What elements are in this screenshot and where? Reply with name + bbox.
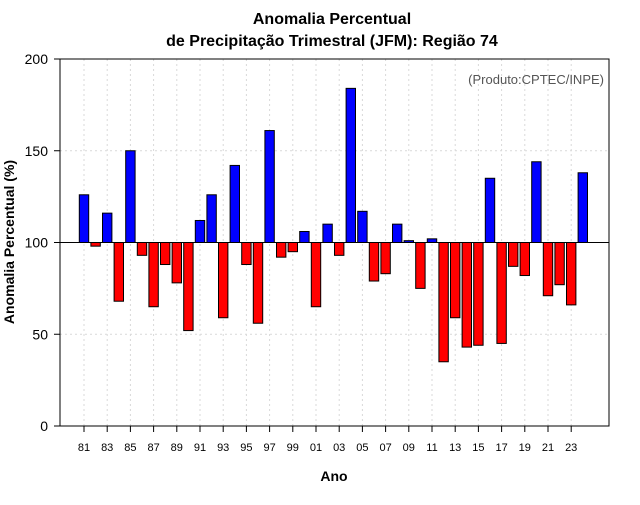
bar-06: [368, 242, 380, 282]
bar-00: [299, 230, 310, 244]
x-tick-label: 05: [356, 442, 368, 454]
x-axis: 81 83 85 87 89 91 93 95 97 99 01 03 05 07 09 11 13 15 17 19…: [78, 426, 577, 454]
bar-17: [496, 242, 507, 344]
bar-93: [218, 242, 229, 319]
bar-88: [160, 242, 171, 266]
bar-05: [357, 210, 368, 243]
bar-95: [241, 242, 252, 266]
bar-12: [438, 242, 449, 363]
x-tick-label: 95: [240, 442, 252, 454]
x-tick-label: 81: [78, 442, 90, 454]
bar-90: [183, 242, 194, 332]
bar-96: [252, 242, 264, 324]
bar-14: [461, 242, 473, 348]
bar-87: [148, 242, 159, 308]
bar-22: [554, 242, 565, 286]
y-axis: 0 50 100 150 200: [25, 51, 60, 434]
x-tick-label: 03: [333, 442, 345, 454]
bar-04: [345, 87, 357, 243]
bar-21: [542, 242, 554, 297]
chart-title-line1: Anomalia Percentual: [253, 11, 411, 28]
bar-94: [229, 164, 241, 243]
bar-86: [136, 242, 148, 256]
bar-03: [334, 242, 345, 256]
x-tick-label: 11: [426, 442, 437, 454]
bar-11: [426, 238, 438, 244]
y-tick-label: 50: [32, 326, 48, 342]
x-tick-label: 01: [310, 442, 322, 454]
x-tick-label: 23: [565, 442, 577, 454]
bar-83: [102, 212, 113, 243]
x-tick-label: 85: [124, 442, 136, 454]
bar-85: [125, 150, 136, 243]
bar-16: [484, 177, 496, 244]
x-tick-label: 21: [542, 442, 554, 454]
y-axis-label: Anomalia Percentual (%): [1, 160, 17, 324]
bar-13: [450, 242, 461, 319]
x-tick-label: 15: [472, 442, 484, 454]
bar-20: [531, 161, 542, 243]
bar-82: [90, 242, 101, 247]
bar-98: [276, 242, 287, 258]
bar-84: [113, 242, 124, 302]
x-tick-label: 99: [287, 442, 299, 454]
bar-23: [566, 242, 577, 306]
x-tick-label: 09: [403, 442, 415, 454]
bar-91: [194, 219, 206, 243]
x-tick-label: 93: [217, 442, 229, 454]
x-tick-label: 87: [147, 442, 159, 454]
x-tick-label: 83: [101, 442, 113, 454]
bar-24: [577, 172, 588, 244]
bar-99: [287, 242, 299, 253]
x-tick-label: 17: [495, 442, 507, 454]
x-tick-label: 97: [263, 442, 275, 454]
bar-81: [78, 194, 90, 243]
chart-title-line2: de Precipitação Trimestral (JFM): Região…: [166, 33, 498, 50]
bar-92: [206, 194, 217, 243]
bar-19: [519, 242, 530, 277]
bar-01: [310, 242, 322, 308]
x-tick-label: 19: [519, 442, 531, 454]
y-tick-label: 200: [25, 51, 49, 67]
y-tick-label: 0: [40, 418, 48, 434]
x-tick-label: 91: [194, 442, 206, 454]
bar-07: [380, 242, 391, 275]
bar-10: [415, 242, 426, 289]
bar-18: [508, 242, 519, 267]
bar-02: [322, 223, 333, 243]
bar-08: [392, 223, 403, 243]
bar-97: [264, 130, 275, 243]
bar-15: [473, 242, 484, 346]
x-tick-label: 07: [379, 442, 391, 454]
x-tick-label: 89: [171, 442, 183, 454]
x-tick-label: 13: [449, 442, 461, 454]
y-tick-label: 100: [25, 235, 49, 251]
grid-lines: [60, 58, 609, 427]
credit-label: (Produto:CPTEC/INPE): [468, 72, 604, 87]
bar-89: [171, 242, 183, 284]
y-tick-label: 150: [25, 143, 49, 159]
bars: [78, 87, 588, 363]
x-axis-label: Ano: [320, 468, 347, 484]
